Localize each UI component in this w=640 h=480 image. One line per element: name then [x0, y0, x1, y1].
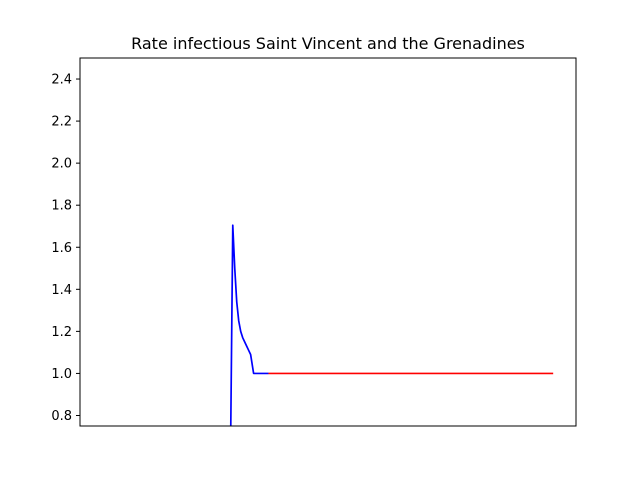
- y-tick-label: 1.2: [51, 325, 72, 340]
- series-line-1: [229, 224, 269, 427]
- y-axis: 0.8 1.0 1.2 1.4 1.6 1.8 2.0 2.2 2.4: [51, 73, 80, 424]
- y-tick-label: 1.0: [51, 367, 72, 382]
- y-tick-label: 1.4: [51, 283, 72, 298]
- y-tick-label: 1.8: [51, 199, 72, 214]
- plot-series: [229, 224, 554, 427]
- y-tick-label: 1.6: [51, 241, 72, 256]
- y-tick-label: 0.8: [51, 409, 72, 424]
- chart-title: Rate infectious Saint Vincent and the Gr…: [131, 34, 525, 53]
- y-tick-label: 2.4: [51, 73, 72, 88]
- plot-area-frame: [79, 57, 577, 427]
- y-tick-label: 2.2: [51, 115, 72, 130]
- y-tick-label: 2.0: [51, 157, 72, 172]
